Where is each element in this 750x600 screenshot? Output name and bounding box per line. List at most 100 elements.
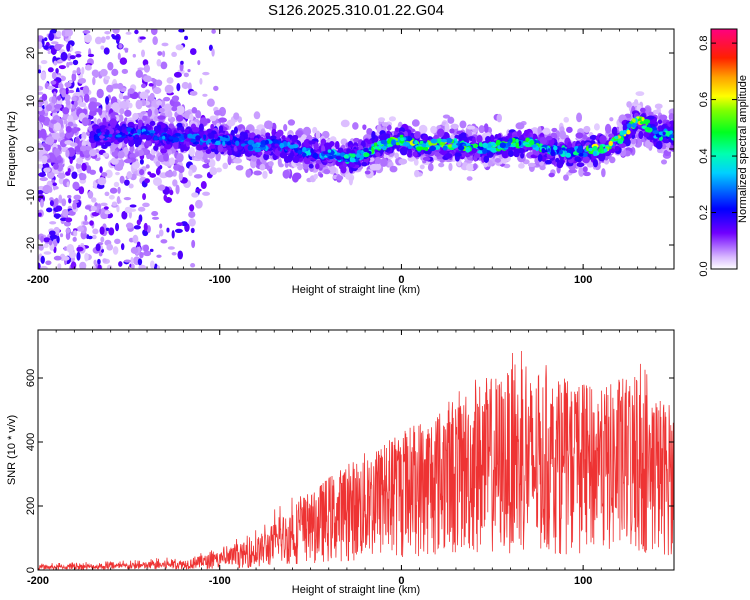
spectrogram-noise-cell xyxy=(52,182,58,186)
snr-frame xyxy=(37,329,675,571)
spectrogram-halo-cell xyxy=(319,173,324,178)
spectrogram-ridge-cell xyxy=(271,142,275,148)
spectrogram-ridge-cell xyxy=(416,146,423,152)
spectrogram-noise-cell xyxy=(111,201,118,207)
spectrogram-noise-cell xyxy=(188,218,196,227)
spectrogram-noise-cell xyxy=(63,246,68,251)
x-tick-label: -100 xyxy=(209,274,231,286)
spectrogram-noise-cell xyxy=(97,258,101,265)
spectrogram-noise-cell xyxy=(190,227,195,234)
spectrogram-halo-cell xyxy=(147,108,153,117)
spectrogram-band-cell xyxy=(592,158,599,168)
x-tick-label: -200 xyxy=(27,274,49,286)
spectrogram-noise-cell xyxy=(38,64,42,70)
spectrogram-halo-cell xyxy=(386,124,392,131)
spectrogram-ridge-cell xyxy=(457,145,465,151)
spectrogram-noise-cell xyxy=(89,220,94,226)
spectrogram-noise-cell xyxy=(72,70,77,75)
spectrogram-noise-cell xyxy=(73,194,82,201)
spectrogram-noise-cell xyxy=(149,260,155,269)
spectrogram-noise-cell xyxy=(120,243,125,251)
spectrogram-noise-cell xyxy=(87,235,93,240)
spectrogram-ridge-cell xyxy=(134,134,140,138)
y-tick-label: -10 xyxy=(25,189,37,205)
spectrogram-ridge-cell xyxy=(535,146,540,152)
spectrogram-halo-cell xyxy=(80,173,87,181)
spectrogram-band-cell xyxy=(163,127,168,133)
spectrogram-noise-cell xyxy=(70,261,77,269)
spectrogram-halo-cell xyxy=(253,170,262,176)
spectrogram-halo-cell xyxy=(660,159,668,165)
spectrogram-halo-cell xyxy=(419,164,425,170)
spectrogram-band-cell xyxy=(281,135,286,141)
spectrogram-noise-cell xyxy=(104,75,111,81)
spectrogram-halo-cell xyxy=(59,132,66,138)
spectrogram-ridge-cell xyxy=(142,131,150,135)
spectrogram-noise-cell xyxy=(76,251,81,261)
spectrogram-halo-cell xyxy=(593,123,600,131)
spectrogram-band-cell xyxy=(321,145,326,153)
spectrogram-halo-cell xyxy=(352,122,359,130)
spectrogram-halo-cell xyxy=(72,126,78,134)
spectrogram-halo-cell xyxy=(154,108,159,116)
spectrogram-halo-cell xyxy=(609,117,614,122)
spectrogram-ridge-cell xyxy=(205,140,210,145)
spectrogram-noise-cell xyxy=(117,52,121,61)
spectrogram-ridge-cell xyxy=(267,140,273,144)
spectrogram-noise-cell xyxy=(111,68,119,77)
spectrogram-ridge-cell xyxy=(435,138,443,144)
spectrogram-band-cell xyxy=(614,145,620,152)
spectrogram-halo-cell xyxy=(164,84,174,94)
spectrogram-band-cell xyxy=(198,123,204,132)
snr-series-line xyxy=(38,350,674,570)
spectrogram-band-cell xyxy=(367,139,373,145)
spectrogram-halo-cell xyxy=(134,151,140,157)
spectrogram-ridge-cell xyxy=(490,147,498,153)
spectrogram-noise-cell xyxy=(155,167,161,176)
spectrogram-noise-cell xyxy=(51,88,58,95)
x-tick-label: 100 xyxy=(574,274,592,286)
spectrogram-halo-cell xyxy=(152,87,162,95)
spectrogram-halo-cell xyxy=(302,126,312,137)
spectrogram-noise-cell xyxy=(129,204,137,208)
spectrogram-noise-cell xyxy=(62,256,70,261)
spectrogram-ridge-cell xyxy=(220,137,228,142)
spectrogram-halo-cell xyxy=(63,119,68,125)
spectrogram-ridge-cell xyxy=(477,150,483,154)
spectrogram-noise-cell xyxy=(171,51,177,58)
spectrogram-halo-cell xyxy=(96,88,104,99)
spectrogram-band-cell xyxy=(638,130,644,140)
spectrogram-noise-cell xyxy=(38,172,46,178)
spectrogram-ridge-cell xyxy=(662,131,666,136)
spectrogram-noise-cell xyxy=(111,35,120,40)
spectrogram-noise-cell xyxy=(99,68,108,77)
spectrogram-ridge-cell xyxy=(622,129,627,135)
spectrogram-noise-cell xyxy=(114,238,121,245)
spectrogram-band-cell xyxy=(643,132,651,137)
spectrogram-noise-cell xyxy=(67,53,72,61)
spectrogram-noise-cell xyxy=(92,265,96,269)
spectrogram-halo-cell xyxy=(448,162,453,172)
spectrogram-band-cell xyxy=(599,135,607,144)
spectrogram-halo-cell xyxy=(195,110,202,119)
spectrogram-ridge-cell xyxy=(158,136,163,141)
spectrogram-band-cell xyxy=(227,148,233,156)
spectrogram-halo-cell xyxy=(473,163,478,170)
spectrogram-band-cell xyxy=(501,149,508,159)
spectrogram-halo-cell xyxy=(634,99,639,105)
spectrogram-halo-cell xyxy=(132,112,139,120)
spectrogram-band-cell xyxy=(340,165,347,174)
spectrogram-noise-cell xyxy=(137,206,146,212)
spectrogram-noise-cell xyxy=(84,64,92,71)
spectrogram-halo-cell xyxy=(65,99,71,106)
spectrogram-band-cell xyxy=(361,161,368,167)
spectrogram-noise-cell xyxy=(156,265,161,269)
colorbar-tick-label: 0.6 xyxy=(698,92,710,107)
spectrogram-noise-cell xyxy=(59,233,64,238)
spectrogram-halo-cell xyxy=(171,106,178,112)
spectrogram-noise-cell xyxy=(108,194,115,200)
spectrogram-band-cell xyxy=(303,139,311,148)
spectrogram-band-cell xyxy=(483,155,490,163)
spectrogram-halo-cell xyxy=(67,121,74,127)
spectrogram-noise-cell xyxy=(106,243,114,251)
